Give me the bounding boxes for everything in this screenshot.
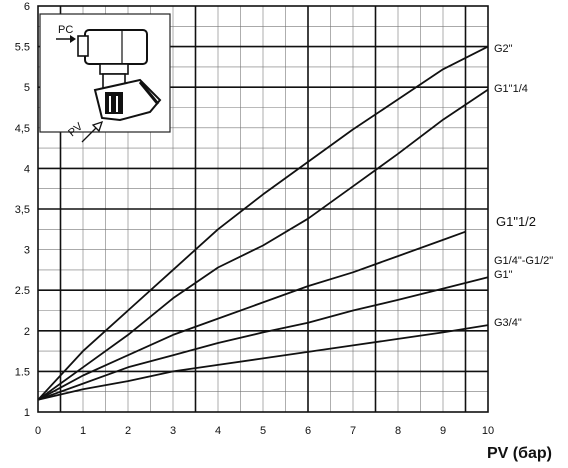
x-tick-label: 5 bbox=[260, 425, 266, 437]
x-tick-label: 9 bbox=[440, 425, 446, 437]
y-tick-label: 3 bbox=[24, 245, 30, 257]
x-tick-label: 0 bbox=[35, 425, 41, 437]
valve-icon bbox=[77, 29, 162, 122]
series-label: G1/4"-G1/2" bbox=[494, 255, 553, 267]
series-line-0 bbox=[37, 45, 489, 401]
series-line-5 bbox=[37, 324, 489, 401]
series-lines bbox=[37, 45, 489, 401]
series-labels: G2" G1"1/4 G1"1/2 G1/4"-G1/2" G1" G3/4" bbox=[494, 43, 553, 329]
x-axis-label: PV (бар) bbox=[487, 445, 552, 462]
inset-pc-label: PC bbox=[58, 24, 73, 36]
x-tick-label: 6 bbox=[305, 425, 311, 437]
y-tick-label: 1 bbox=[24, 407, 30, 419]
valve-inset-diagram: PC PV bbox=[39, 13, 171, 143]
y-tick-label: 4 bbox=[24, 163, 30, 175]
x-tick-label: 4 bbox=[215, 425, 221, 437]
plot-frame bbox=[37, 5, 489, 413]
y-tick-label: 2.5 bbox=[15, 285, 30, 297]
series-label: G1"1/2 bbox=[496, 214, 536, 229]
series-label: G2" bbox=[494, 43, 513, 55]
y-tick-labels: 1 1.5 2 2.5 3 3,5 4 4,5 5 5.5 6 bbox=[15, 1, 30, 419]
pc-arrow-icon bbox=[56, 35, 76, 43]
series-line-1 bbox=[37, 88, 489, 401]
x-tick-label: 2 bbox=[125, 425, 131, 437]
pv-arrow-icon bbox=[81, 120, 104, 143]
axes-frame bbox=[37, 5, 489, 413]
y-tick-label: 4,5 bbox=[15, 123, 30, 135]
x-tick-label: 8 bbox=[395, 425, 401, 437]
series-line-3 bbox=[37, 276, 489, 401]
x-tick-label: 1 bbox=[80, 425, 86, 437]
series-label: G1"1/4 bbox=[494, 83, 528, 95]
series-label: G3/4" bbox=[494, 317, 522, 329]
series-line-2 bbox=[37, 230, 466, 401]
series-label: G1" bbox=[494, 269, 513, 281]
y-tick-label: 1.5 bbox=[15, 366, 30, 378]
y-tick-label: 5.5 bbox=[15, 42, 30, 54]
x-tick-label: 10 bbox=[482, 425, 494, 437]
y-tick-label: 3,5 bbox=[15, 204, 30, 216]
y-tick-label: 5 bbox=[24, 82, 30, 94]
y-tick-label: 6 bbox=[24, 1, 30, 13]
x-tick-labels: 0 1 2 3 4 5 6 7 8 9 10 bbox=[35, 425, 494, 437]
x-tick-label: 3 bbox=[170, 425, 176, 437]
x-tick-label: 7 bbox=[350, 425, 356, 437]
y-tick-label: 2 bbox=[24, 326, 30, 338]
